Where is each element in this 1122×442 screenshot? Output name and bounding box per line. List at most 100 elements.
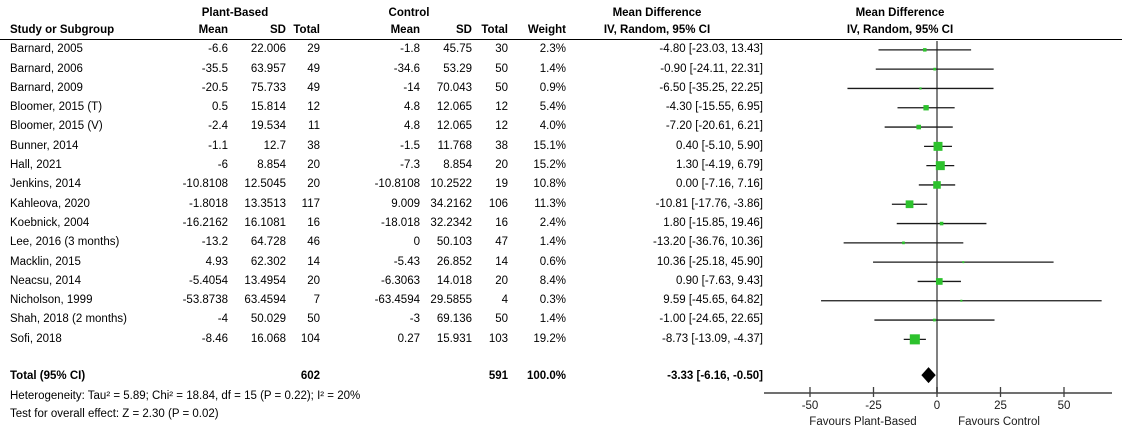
c-mean-cell: -63.4594 (374, 294, 420, 307)
c-total-cell: 12 (495, 120, 508, 133)
study-name-cell: Barnard, 2005 (10, 43, 83, 56)
effect-marker (902, 241, 905, 245)
pb-total-cell: 11 (308, 120, 320, 133)
pb-sd-cell: 22.006 (250, 43, 286, 56)
c-sd-cell: 8.854 (443, 159, 472, 171)
x-axis-tick-label: -50 (802, 400, 819, 412)
pb-mean-cell: 0.5 (212, 101, 228, 114)
pb-mean-cell: -16.2162 (182, 216, 228, 229)
study-name-cell: Kahleova, 2020 (10, 197, 90, 210)
x-axis-tick-label: 25 (994, 400, 1007, 412)
c-mean-cell: -18.018 (380, 216, 420, 229)
ci-text-cell: -1.00 [-24.65, 22.65] (659, 313, 763, 326)
pb-sd-cell: 12.7 (263, 139, 286, 152)
c-total-cell: 12 (495, 101, 508, 114)
pb-mean-cell: -53.8738 (182, 294, 228, 307)
study-row: Nicholson, 1999 -53.8738 63.4594 7 -63.4594 2… (0, 291, 1122, 310)
study-row: Bloomer, 2015 (T) 0.5 15.814 12 4.8 12.065 12 5… (0, 98, 1122, 117)
weight-cell: 100.0% (526, 370, 566, 382)
effect-marker (905, 200, 914, 209)
c-sd-cell: 10.2522 (430, 178, 472, 191)
study-row: Kahleova, 2020 -1.8018 13.3513 117 9.009 34.2… (0, 195, 1122, 214)
c-total-cell: 103 (488, 332, 508, 345)
c-mean-cell: -6.3063 (380, 274, 420, 287)
effect-marker (923, 105, 929, 111)
ci-text-cell: 1.80 [-15.85, 19.46] (663, 216, 763, 229)
c-total-cell: 50 (495, 313, 508, 326)
weight-cell: 0.9% (539, 81, 566, 94)
pb-sd-cell: 50.029 (250, 313, 286, 326)
study-row: Barnard, 2005 -6.6 22.006 29 -1.8 45.75 30 2.3%… (0, 40, 1122, 59)
c-sd-cell: 15.931 (436, 332, 472, 345)
column-header-c-sd: SD (456, 24, 472, 36)
group-header-control: Control (388, 7, 430, 19)
study-name-cell: Bunner, 2014 (10, 139, 79, 152)
ci-text-cell: -7.20 [-20.61, 6.21] (665, 120, 763, 133)
study-row: Bunner, 2014 -1.1 12.7 38 -1.5 11.768 38 15.1% 0… (0, 137, 1122, 156)
ci-text-cell: 0.40 [-5.10, 5.90] (676, 139, 763, 152)
study-row: Bloomer, 2015 (V) -2.4 19.534 11 4.8 12.065 12… (0, 117, 1122, 136)
c-mean-cell: -1.8 (400, 43, 420, 56)
c-mean-cell: -1.5 (400, 139, 420, 152)
pb-total-cell: 16 (307, 216, 320, 229)
pb-sd-cell: 75.733 (250, 81, 286, 94)
effect-marker (935, 161, 945, 171)
c-total-cell: 591 (488, 370, 508, 382)
study-row: Hall, 2021 -6 8.854 20 -7.3 8.854 20 15.2% 1.30 … (0, 156, 1122, 175)
weight-cell: 0.3% (539, 294, 566, 307)
c-total-cell: 16 (495, 216, 508, 229)
total-diamond (921, 367, 936, 384)
c-sd-cell: 12.065 (436, 101, 472, 114)
pb-sd-cell: 13.3513 (244, 197, 286, 210)
ci-text-cell: -8.73 [-13.09, -4.37] (661, 332, 763, 345)
pb-sd-cell: 63.957 (250, 62, 286, 75)
pb-sd-cell: 63.4594 (244, 294, 286, 307)
c-sd-cell: 12.065 (436, 120, 472, 133)
study-name-cell: Barnard, 2009 (10, 81, 83, 94)
c-sd-cell: 70.043 (436, 81, 472, 94)
study-row: Shah, 2018 (2 months) -4 50.029 50 -3 69.136 5… (0, 310, 1122, 329)
pb-sd-cell: 19.534 (250, 120, 286, 133)
c-total-cell: 20 (495, 159, 508, 171)
pb-total-cell: 49 (307, 81, 320, 94)
ci-text-cell: -4.30 [-15.55, 6.95] (665, 101, 763, 114)
total-row: Total (95% CI) 602 591 100.0% -3.33 [-6.16, … (0, 367, 1122, 386)
study-name-cell: Sofi, 2018 (10, 332, 62, 345)
weight-cell: 0.6% (539, 255, 566, 268)
md-column-header-line2: IV, Random, 95% CI (603, 24, 711, 36)
pb-total-cell: 20 (307, 178, 320, 191)
study-name-cell: Lee, 2016 (3 months) (10, 236, 120, 249)
c-sd-cell: 45.75 (443, 43, 472, 56)
pb-mean-cell: -35.5 (201, 62, 228, 75)
c-total-cell: 106 (488, 197, 508, 210)
pb-sd-cell: 16.1081 (244, 216, 286, 229)
c-total-cell: 30 (495, 43, 508, 56)
column-header-pb-total: Total (293, 24, 320, 36)
pb-mean-cell: -8.46 (201, 332, 228, 345)
weight-cell: 11.3% (534, 197, 566, 210)
effect-marker (933, 181, 941, 189)
ci-text-cell: -0.90 [-24.11, 22.31] (660, 62, 763, 75)
pb-mean-cell: -1.8018 (188, 197, 228, 210)
study-name-cell: Koebnick, 2004 (10, 216, 90, 229)
study-row: Koebnick, 2004 -16.2162 16.1081 16 -18.018 32… (0, 214, 1122, 233)
study-name-cell: Nicholson, 1999 (10, 294, 93, 307)
pb-total-cell: 29 (307, 43, 320, 56)
c-mean-cell: -7.3 (400, 159, 420, 171)
effect-marker (933, 67, 937, 71)
effect-marker (960, 299, 963, 302)
study-row: Macklin, 2015 4.93 62.302 14 -5.43 26.852 14 0.… (0, 253, 1122, 272)
c-mean-cell: -34.6 (393, 62, 420, 75)
weight-cell: 8.4% (539, 274, 566, 287)
heterogeneity-stats: Heterogeneity: Tau² = 5.89; Chi² = 18.84… (10, 390, 361, 402)
pb-sd-cell: 13.4954 (244, 274, 286, 287)
ci-text-cell: -3.33 [-6.16, -0.50] (667, 370, 763, 382)
c-sd-cell: 29.5855 (430, 294, 472, 307)
weight-cell: 2.3% (539, 43, 566, 56)
favours-left-label: Favours Plant-Based (809, 416, 916, 428)
weight-cell: 2.4% (539, 216, 566, 229)
study-name-cell: Shah, 2018 (2 months) (10, 313, 127, 326)
effect-marker (933, 141, 943, 151)
pb-total-cell: 14 (307, 255, 320, 268)
c-sd-cell: 34.2162 (430, 197, 472, 210)
